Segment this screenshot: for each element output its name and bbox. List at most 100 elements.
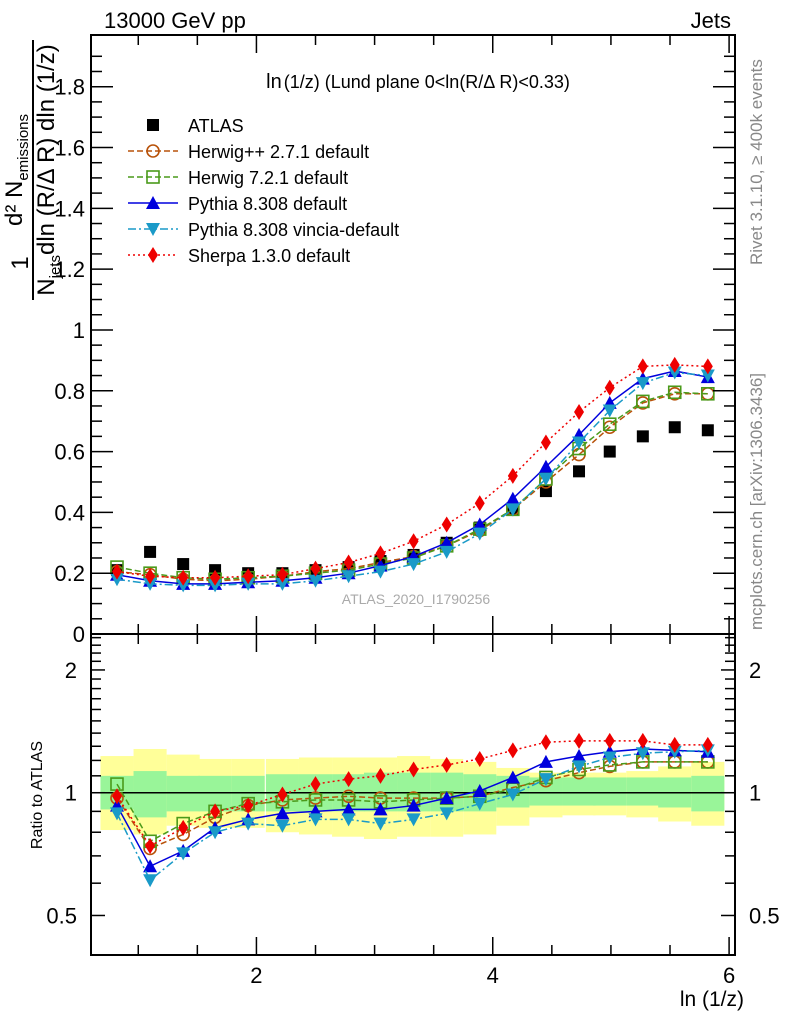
data-point: [241, 817, 256, 831]
data-point: [574, 732, 585, 749]
data-point: [341, 813, 356, 827]
data-point: [341, 802, 356, 816]
data-point: [472, 783, 487, 797]
data-point: [243, 568, 254, 585]
legend-entry: Pythia 8.308 default: [128, 194, 347, 214]
data-point: [176, 579, 191, 593]
legend-marker-icon: [146, 144, 160, 158]
data-point: [343, 771, 354, 788]
data-point: [472, 797, 487, 811]
data-point: [701, 386, 715, 401]
data-point: [669, 356, 680, 373]
data-point: [178, 569, 189, 586]
legend-marker-icon: [146, 223, 160, 236]
x-tick-label: 4: [487, 963, 499, 988]
legend-label: Pythia 8.308 default: [188, 194, 347, 214]
main-series: [109, 356, 715, 593]
data-point: [604, 732, 615, 749]
data-point: [702, 358, 713, 375]
stat-uncertainty-band: [626, 777, 660, 806]
y-tick-label: 0.2: [54, 561, 85, 586]
data-point: [178, 819, 189, 836]
data-point: [406, 798, 421, 812]
y-tick-label: 1: [73, 318, 85, 343]
data-point: [341, 570, 356, 584]
data-point: [373, 802, 388, 816]
series-sherpa-1-3-0-default: [111, 732, 713, 855]
series-pythia-8-308-vincia-default: [109, 366, 715, 593]
legend-entry: Herwig 7.2.1 default: [128, 168, 348, 188]
data-point: [668, 421, 681, 434]
data-point: [574, 404, 585, 421]
data-point: [277, 566, 288, 583]
y-tick-label: 0.8: [54, 379, 85, 404]
data-point: [441, 516, 452, 533]
data-point: [145, 838, 156, 855]
legend-entry: Sherpa 1.3.0 default: [128, 246, 350, 266]
data-point: [241, 577, 256, 591]
data-point: [538, 754, 553, 768]
legend-entry: Pythia 8.308 vincia-default: [128, 220, 399, 240]
data-point: [540, 434, 551, 451]
data-point: [539, 485, 552, 498]
ratio-y-tick-label: 1: [65, 781, 77, 806]
ratio-ylabel: Ratio to ATLAS: [29, 741, 46, 849]
data-point: [702, 736, 713, 753]
data-point: [143, 577, 158, 591]
legend-marker-icon: [146, 170, 160, 184]
legend-marker-icon: [147, 119, 159, 131]
series-line: [116, 761, 708, 850]
series-sherpa-1-3-0-default: [111, 356, 713, 586]
data-point: [472, 527, 487, 541]
analysis-watermark: ATLAS_2020_I1790256: [342, 591, 491, 607]
ratio-y-tick-label-right: 0.5: [749, 903, 780, 928]
data-point: [406, 813, 421, 827]
plot-title: ln (1/z) (Lund plane 0<ln(R/Δ R)<0.33): [266, 71, 570, 93]
data-point: [540, 734, 551, 751]
main-ylabel: 1 d² Nemissions Njetsdln (R/Δ R) dln (1/…: [1, 40, 64, 300]
data-point: [177, 558, 190, 571]
data-point: [408, 761, 419, 778]
legend-entry: ATLAS: [147, 116, 244, 136]
data-point: [275, 819, 290, 833]
data-point: [143, 859, 158, 873]
data-point: [474, 495, 485, 512]
data-point: [406, 558, 421, 572]
data-point: [143, 874, 158, 888]
data-point: [474, 750, 485, 767]
y-tick-label: 1.8: [54, 75, 85, 100]
legend-marker-icon: [146, 196, 160, 209]
data-point: [308, 574, 323, 588]
data-point: [505, 788, 520, 802]
data-point: [669, 736, 680, 753]
data-point: [439, 791, 454, 805]
data-point: [667, 385, 682, 400]
stat-uncertainty-band: [562, 777, 596, 806]
data-point: [602, 404, 617, 418]
ratio-y-tick-label: 0.5: [46, 903, 77, 928]
data-point: [701, 424, 714, 437]
data-point: [145, 568, 156, 585]
data-point: [637, 358, 648, 375]
data-point: [275, 806, 290, 820]
data-point: [373, 565, 388, 579]
data-point: [210, 803, 221, 820]
series-pythia-8-308-default: [109, 363, 715, 590]
y-tick-label: 1.6: [54, 136, 85, 161]
legend-label: Herwig++ 2.7.1 default: [188, 142, 369, 162]
data-point: [572, 749, 587, 763]
data-point: [439, 535, 454, 549]
y-tick-label: 0.4: [54, 500, 85, 525]
data-point: [441, 756, 452, 773]
data-point: [277, 786, 288, 803]
plot-title-rest: (1/z) (Lund plane 0<ln(R/Δ R)<0.33): [284, 72, 570, 92]
data-point: [375, 545, 386, 562]
data-point: [343, 554, 354, 571]
data-point: [604, 379, 615, 396]
data-point: [208, 579, 223, 593]
legend-entry: Herwig++ 2.7.1 default: [128, 142, 369, 162]
stat-uncertainty-band: [593, 777, 627, 806]
data-point: [111, 788, 122, 805]
data-point: [602, 751, 617, 765]
